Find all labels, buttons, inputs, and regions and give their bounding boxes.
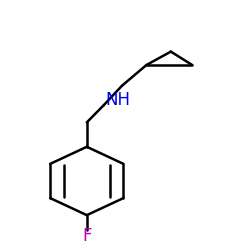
Text: NH: NH [105,92,130,110]
Text: F: F [82,227,92,245]
